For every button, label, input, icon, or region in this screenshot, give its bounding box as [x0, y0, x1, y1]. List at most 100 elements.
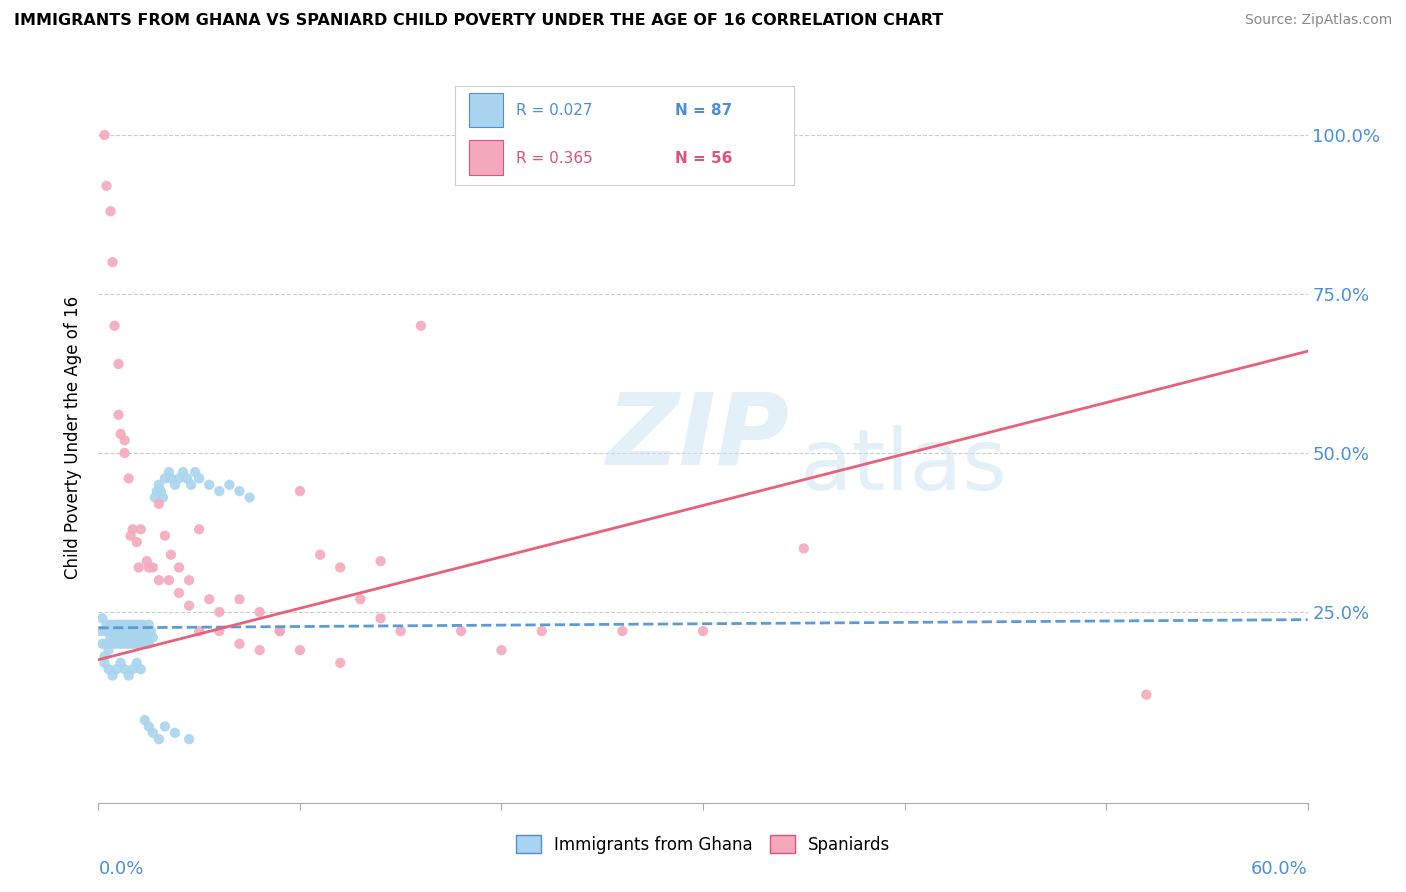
Point [179, 573, 201, 587]
Point [249, 605, 271, 619]
Point [120, 617, 142, 632]
Point [101, 255, 124, 269]
Point [188, 522, 211, 536]
Point [121, 662, 143, 676]
Point [167, 471, 190, 485]
Point [125, 535, 148, 549]
Point [179, 732, 201, 747]
Point [349, 592, 371, 607]
Point [124, 631, 146, 645]
Point [129, 522, 152, 536]
Point [93, 649, 115, 664]
Point [138, 637, 160, 651]
Point [105, 662, 128, 676]
Text: ZIP: ZIP [606, 389, 789, 485]
Point [157, 573, 180, 587]
Point [121, 522, 143, 536]
Point [134, 713, 156, 727]
Point [96, 617, 118, 632]
Text: 0.0%: 0.0% [98, 860, 143, 878]
Point [101, 624, 124, 638]
Point [153, 719, 176, 733]
Point [138, 560, 160, 574]
Point [188, 471, 211, 485]
Point [167, 560, 190, 574]
Point [218, 477, 240, 491]
Point [208, 605, 231, 619]
Point [269, 624, 291, 638]
Point [129, 637, 152, 651]
Point [134, 624, 156, 638]
Point [329, 560, 352, 574]
Text: IMMIGRANTS FROM GHANA VS SPANIARD CHILD POVERTY UNDER THE AGE OF 16 CORRELATION : IMMIGRANTS FROM GHANA VS SPANIARD CHILD … [14, 13, 943, 29]
Point [138, 617, 160, 632]
Point [103, 617, 125, 632]
Text: Source: ZipAtlas.com: Source: ZipAtlas.com [1244, 13, 1392, 28]
Point [1135, 688, 1157, 702]
Point [160, 548, 183, 562]
Point [135, 554, 157, 568]
Point [148, 732, 170, 747]
Point [97, 624, 120, 638]
Point [163, 477, 186, 491]
Point [107, 408, 129, 422]
Point [118, 624, 141, 638]
Point [208, 484, 231, 499]
Point [114, 662, 136, 676]
Point [107, 357, 129, 371]
Point [389, 624, 412, 638]
Point [124, 617, 146, 632]
Point [142, 631, 165, 645]
Point [114, 434, 136, 448]
Point [139, 624, 162, 638]
Point [128, 560, 150, 574]
Point [153, 529, 176, 543]
Point [612, 624, 634, 638]
Text: atlas: atlas [800, 425, 1008, 508]
Point [97, 643, 120, 657]
Point [118, 668, 141, 682]
Point [149, 484, 172, 499]
Point [138, 719, 160, 733]
Point [125, 656, 148, 670]
Point [142, 560, 165, 574]
Point [692, 624, 714, 638]
Point [288, 643, 311, 657]
Point [160, 471, 183, 485]
Point [208, 624, 231, 638]
Point [793, 541, 815, 556]
Point [163, 726, 186, 740]
Point [125, 624, 148, 638]
Point [288, 484, 311, 499]
Point [107, 617, 129, 632]
Point [132, 631, 155, 645]
Point [249, 643, 271, 657]
Point [110, 624, 132, 638]
Point [129, 662, 152, 676]
Point [101, 637, 124, 651]
Point [134, 637, 156, 651]
Point [93, 128, 115, 142]
Point [184, 465, 207, 479]
Point [105, 637, 128, 651]
Point [128, 617, 150, 632]
Point [450, 624, 472, 638]
Point [188, 624, 211, 638]
Point [115, 617, 138, 632]
Point [96, 637, 118, 651]
Point [93, 656, 115, 670]
Point [89, 624, 111, 638]
Point [110, 426, 132, 441]
Point [409, 318, 432, 333]
Point [132, 617, 155, 632]
Text: 60.0%: 60.0% [1251, 860, 1308, 878]
Point [157, 465, 180, 479]
Point [128, 631, 150, 645]
Point [93, 624, 115, 638]
Point [110, 637, 132, 651]
Point [114, 637, 136, 651]
Point [329, 656, 352, 670]
Point [121, 624, 143, 638]
Point [129, 624, 152, 638]
Point [100, 617, 122, 632]
